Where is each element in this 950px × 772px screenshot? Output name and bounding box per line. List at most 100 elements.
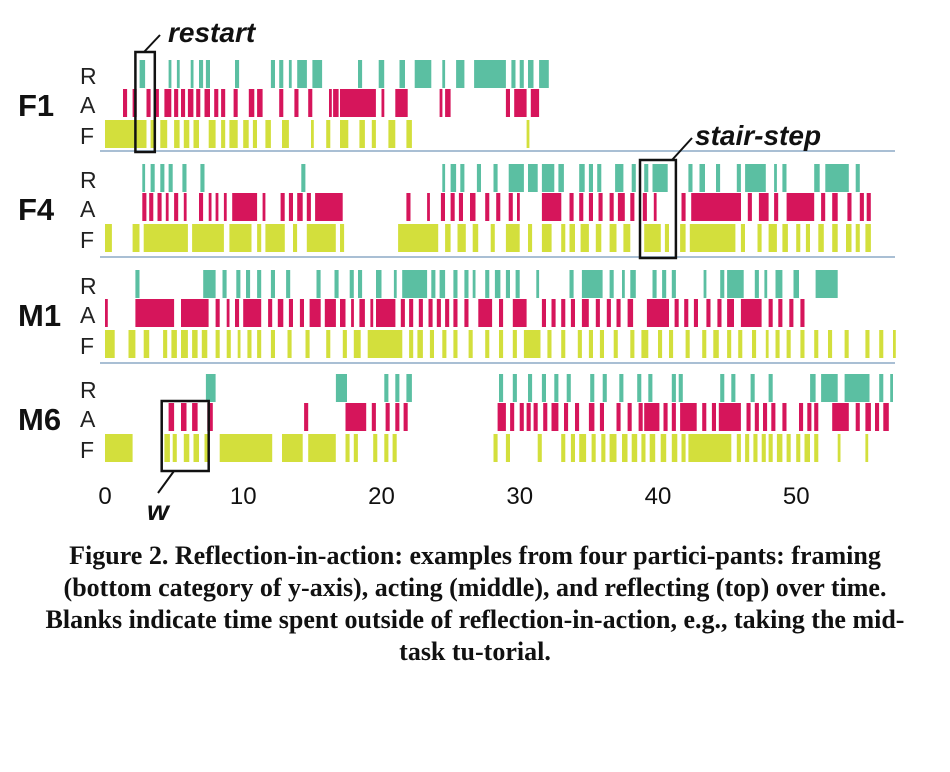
- event-bar-m1-a: [445, 299, 450, 327]
- event-bar-f1-f: [208, 120, 216, 148]
- event-bar-m6-f: [796, 434, 801, 462]
- x-tick-label: 10: [230, 483, 257, 510]
- event-bar-m1-r: [270, 270, 275, 298]
- event-bar-m6-r: [637, 374, 642, 402]
- event-bar-m1-f: [599, 330, 604, 358]
- event-bar-m6-a: [865, 403, 871, 431]
- event-bar-f4-f: [664, 224, 669, 252]
- event-bar-f4-f: [143, 224, 188, 252]
- event-bar-m6-f: [204, 434, 209, 462]
- event-bar-f1-a: [333, 89, 339, 117]
- event-bar-m1-f: [305, 330, 310, 358]
- event-bar-f4-f: [680, 224, 686, 252]
- event-bar-m6-f: [493, 434, 498, 462]
- x-tick-label: 40: [645, 483, 672, 510]
- event-bar-m6-r: [821, 374, 838, 402]
- event-bar-f4-r: [142, 164, 146, 192]
- event-bar-m1-a: [359, 299, 365, 327]
- x-tick-label: 20: [368, 483, 395, 510]
- event-bar-f4-a: [440, 193, 445, 221]
- event-bar-f1-f: [243, 120, 249, 148]
- event-bar-m1-r: [485, 270, 490, 298]
- event-bar-m1-r: [246, 270, 251, 298]
- event-bar-f4-f: [257, 224, 262, 252]
- event-bar-f4-a: [821, 193, 826, 221]
- event-bar-m6-f: [736, 434, 741, 462]
- event-bar-m6-f: [688, 434, 732, 462]
- event-bar-m1-r: [349, 270, 354, 298]
- figure-caption: Figure 2. Reflection-in-action: examples…: [45, 541, 905, 666]
- event-bar-f4-r: [476, 164, 481, 192]
- event-bar-f1-f: [252, 120, 257, 148]
- event-bar-m1-a: [309, 299, 321, 327]
- event-bar-m6-r: [590, 374, 595, 402]
- event-bar-m1-a: [135, 299, 175, 327]
- event-bar-m1-f: [828, 330, 833, 358]
- event-bar-m1-f: [105, 330, 115, 358]
- event-bar-m6-a: [497, 403, 506, 431]
- event-bar-m1-f: [727, 330, 732, 358]
- event-bar-f1-f: [340, 120, 349, 148]
- event-bar-m1-a: [351, 299, 354, 327]
- event-bar-m6-r: [554, 374, 559, 402]
- category-label-r: R: [80, 63, 97, 89]
- event-bar-f1-a: [248, 89, 255, 117]
- event-bar-f1-a: [214, 89, 219, 117]
- event-bar-f4-a: [485, 193, 490, 221]
- event-bar-m1-f: [879, 330, 884, 358]
- event-bar-f4-f: [398, 224, 439, 252]
- event-bar-f4-a: [262, 193, 266, 221]
- event-bar-m1-a: [268, 299, 273, 327]
- event-bar-f4-a: [832, 193, 838, 221]
- event-bar-f4-a: [306, 193, 311, 221]
- event-bar-m6-a: [207, 403, 213, 431]
- event-bar-m1-r: [764, 270, 768, 298]
- event-bar-m1-r: [358, 270, 363, 298]
- event-bar-f4-a: [569, 193, 574, 221]
- event-bar-f1-a: [233, 89, 238, 117]
- event-bar-m6-f: [561, 434, 566, 462]
- event-bar-m1-a: [616, 299, 621, 327]
- event-bar-f4-r: [814, 164, 820, 192]
- event-bar-m6-f: [164, 434, 170, 462]
- event-bar-m6-r: [566, 374, 571, 402]
- event-bar-m1-r: [727, 270, 744, 298]
- event-bar-m6-f: [761, 434, 766, 462]
- event-bar-f1-a: [279, 89, 284, 117]
- category-label-r: R: [80, 377, 97, 403]
- event-bar-m1-a: [778, 299, 783, 327]
- event-bar-m6-r: [602, 374, 607, 402]
- event-bar-f4-a: [470, 193, 476, 221]
- event-bar-m1-r: [402, 270, 428, 298]
- event-bar-m1-a: [595, 299, 600, 327]
- event-bar-m1-f: [409, 330, 414, 358]
- event-bar-f1-a: [154, 89, 159, 117]
- event-bar-f1-a: [439, 89, 443, 117]
- event-bar-m6-f: [172, 434, 177, 462]
- event-bar-m1-r: [703, 270, 707, 298]
- event-bar-f4-r: [631, 164, 636, 192]
- event-bar-m1-f: [547, 330, 552, 358]
- annotation-box-stair-step: [638, 158, 678, 260]
- event-bar-m6-a: [680, 403, 697, 431]
- event-bar-f4-f: [818, 224, 824, 252]
- event-bar-f4-a: [208, 193, 212, 221]
- event-bar-f1-r: [442, 60, 446, 88]
- event-bar-m6-f: [308, 434, 336, 462]
- event-bar-f4-f: [293, 224, 298, 252]
- event-bar-m6-a: [814, 403, 819, 431]
- event-bar-f4-a: [496, 193, 501, 221]
- event-bar-m1-r: [720, 270, 725, 298]
- event-bar-f1-a: [329, 89, 332, 117]
- event-bar-f4-r: [716, 164, 721, 192]
- event-bar-f4-a: [297, 193, 303, 221]
- event-bar-f4-a: [541, 193, 562, 221]
- event-bar-f4-f: [757, 224, 762, 252]
- event-bar-m1-f: [844, 330, 849, 358]
- event-bar-m6-f: [373, 434, 378, 462]
- event-bar-f1-a: [123, 89, 128, 117]
- event-bar-m6-f: [601, 434, 606, 462]
- event-bar-f4-f: [623, 224, 631, 252]
- event-bar-m6-a: [533, 403, 538, 431]
